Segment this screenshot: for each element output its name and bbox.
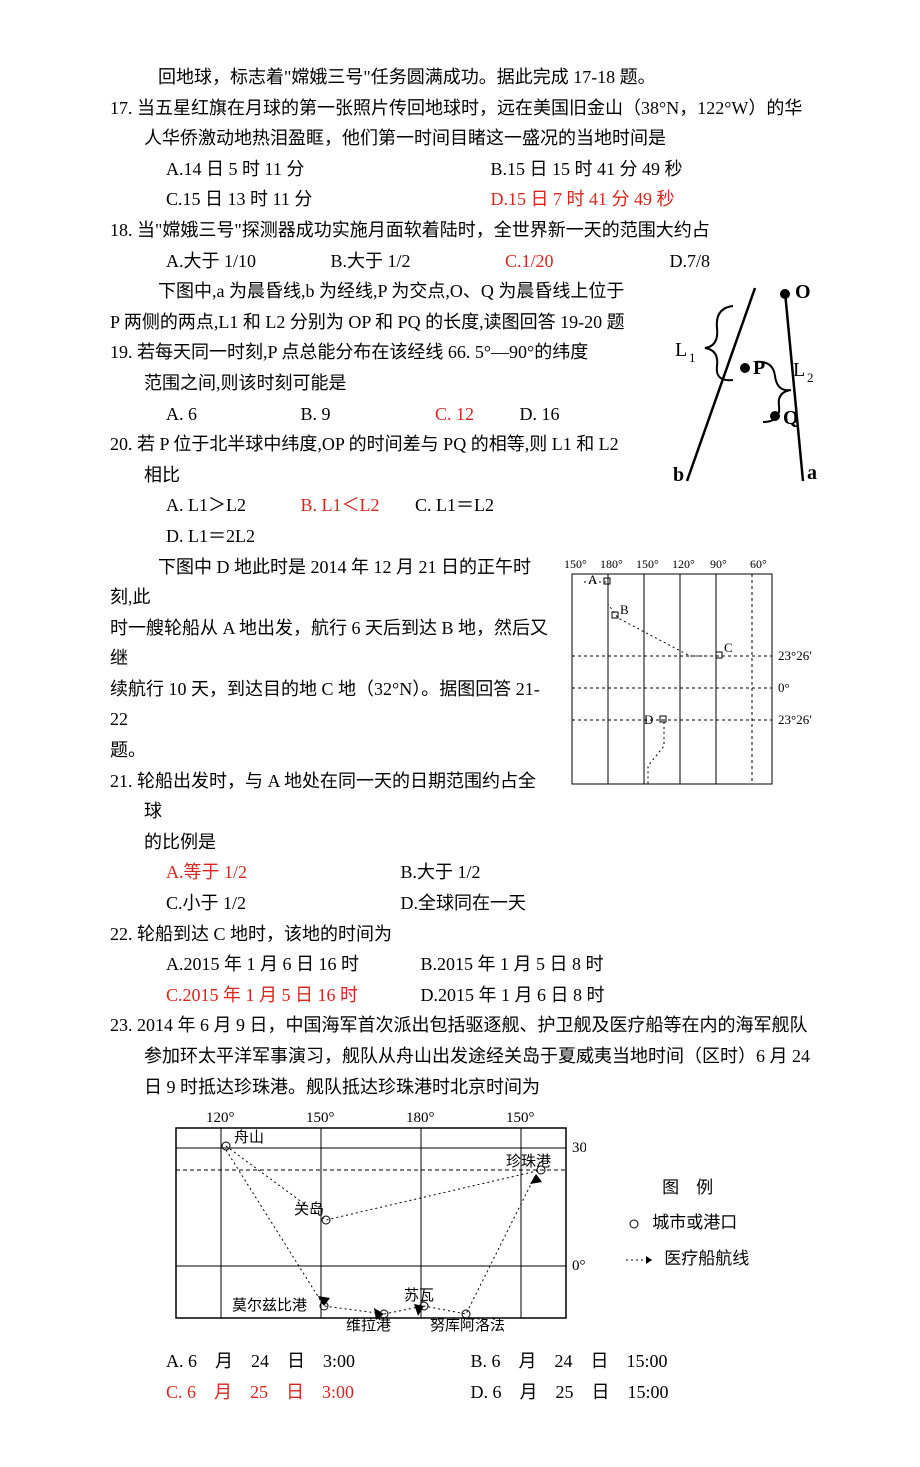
q20-opt-b: B. L1＜L2 bbox=[301, 490, 411, 521]
svg-text:150°: 150° bbox=[506, 1110, 535, 1126]
q18-opt-c: C.1/20 bbox=[505, 246, 665, 277]
q22-opt-d: D.2015 年 1 月 6 日 8 时 bbox=[421, 980, 605, 1011]
q22-opt-b: B.2015 年 1 月 5 日 8 时 bbox=[421, 949, 604, 980]
svg-text:Q: Q bbox=[783, 407, 799, 429]
q17: 17. 当五星红旗在月球的第一张照片传回地球时，远在美国旧金山（38°N，122… bbox=[110, 93, 820, 215]
q19-opt-a: A. 6 bbox=[166, 399, 296, 430]
svg-text:1: 1 bbox=[689, 350, 696, 365]
q17-stem-2: 人华侨激动地热泪盈眶，他们第一时间目睹这一盛况的当地时间是 bbox=[110, 123, 820, 154]
svg-text:90°: 90° bbox=[710, 557, 727, 571]
svg-text:60°: 60° bbox=[750, 557, 767, 571]
q22-stem: 22. 轮船到达 C 地时，该地的时间为 bbox=[110, 919, 820, 950]
q22-opt-a: A.2015 年 1 月 6 日 16 时 bbox=[166, 949, 416, 980]
svg-text:a: a bbox=[807, 462, 817, 484]
q19-opt-c: C. 12 bbox=[435, 399, 515, 430]
svg-text:150°: 150° bbox=[636, 557, 659, 571]
svg-text:珍珠港: 珍珠港 bbox=[506, 1153, 551, 1170]
svg-text:150°: 150° bbox=[564, 557, 587, 571]
q23: 23. 2014 年 6 月 9 日，中国海军首次派出包括驱逐舰、护卫舰及医疗船… bbox=[110, 1010, 820, 1102]
q22: 22. 轮船到达 C 地时，该地的时间为 A.2015 年 1 月 6 日 16… bbox=[110, 919, 820, 1011]
q17-stem-1: 17. 当五星红旗在月球的第一张照片传回地球时，远在美国旧金山（38°N，122… bbox=[110, 93, 820, 124]
q18-opt-a: A.大于 1/10 bbox=[166, 246, 326, 277]
q23-opts-row-2: C. 6 月 25 日 3:00 D. 6 月 25 日 15:00 bbox=[110, 1377, 820, 1408]
svg-text:维拉港: 维拉港 bbox=[346, 1317, 391, 1334]
q23-opts-row-1: A. 6 月 24 日 3:00 B. 6 月 24 日 15:00 bbox=[110, 1346, 820, 1377]
figure-legend: 图 例 城市或港口 医疗船航线 bbox=[626, 1170, 749, 1277]
q19-opt-b: B. 9 bbox=[301, 399, 431, 430]
svg-text:23°26′: 23°26′ bbox=[778, 712, 812, 727]
svg-text:舟山: 舟山 bbox=[234, 1129, 264, 1146]
q21-stem-2: 的比例是 bbox=[110, 827, 820, 858]
q18-opt-d: D.7/8 bbox=[670, 246, 711, 277]
passage-17-18: 回地球，标志着"嫦娥三号"任务圆满成功。据此完成 17-18 题。 bbox=[110, 62, 820, 93]
svg-text:A: A bbox=[588, 572, 598, 587]
legend-item-port: 城市或港口 bbox=[626, 1205, 749, 1241]
q21-opt-b: B.大于 1/2 bbox=[401, 857, 481, 888]
legend-item-route: 医疗船航线 bbox=[626, 1241, 749, 1277]
q20-opt-c: C. L1＝L2 bbox=[415, 490, 555, 521]
q23-stem-1: 23. 2014 年 6 月 9 日，中国海军首次派出包括驱逐舰、护卫舰及医疗船… bbox=[110, 1010, 820, 1041]
q18-stem: 18. 当"嫦娥三号"探测器成功实施月面软着陆时，全世界新一天的范围大约占 bbox=[110, 215, 820, 246]
legend-title: 图 例 bbox=[626, 1170, 749, 1206]
svg-text:180°: 180° bbox=[406, 1110, 435, 1126]
svg-text:努库阿洛法: 努库阿洛法 bbox=[430, 1317, 505, 1334]
exam-page: 回地球，标志着"嫦娥三号"任务圆满成功。据此完成 17-18 题。 17. 当五… bbox=[0, 0, 920, 1467]
q21-opt-a: A.等于 1/2 bbox=[166, 857, 396, 888]
q21-opt-c: C.小于 1/2 bbox=[166, 888, 396, 919]
svg-text:P: P bbox=[753, 357, 765, 379]
q23-stem-3: 日 9 时抵达珍珠港。舰队抵达珍珠港时北京时间为 bbox=[110, 1072, 820, 1103]
svg-text:0°: 0° bbox=[572, 1258, 586, 1274]
q19-opt-d: D. 16 bbox=[520, 399, 560, 430]
q23-opt-c: C. 6 月 25 日 3:00 bbox=[166, 1377, 466, 1408]
q21-opt-d: D.全球同在一天 bbox=[401, 888, 527, 919]
q23-stem-2: 参加环太平洋军事演习，舰队从舟山出发途经关岛于夏威夷当地时间（区时）6 月 24 bbox=[110, 1041, 820, 1072]
svg-text:O: O bbox=[795, 281, 811, 303]
q22-opt-c: C.2015 年 1 月 5 日 16 时 bbox=[166, 980, 416, 1011]
figure-ship-grid: 150° 180° 150° 120° 90° 60° 23°26′ 0° 23°26… bbox=[560, 556, 820, 796]
svg-text:180°: 180° bbox=[600, 557, 623, 571]
q23-opt-a: A. 6 月 24 日 3:00 bbox=[166, 1346, 466, 1377]
svg-text:L: L bbox=[675, 339, 687, 361]
svg-text:C: C bbox=[724, 640, 733, 655]
q23-opt-b: B. 6 月 24 日 15:00 bbox=[471, 1346, 668, 1377]
q17-opt-c: C.15 日 13 时 11 分 bbox=[166, 184, 486, 215]
svg-text:B: B bbox=[620, 602, 629, 617]
svg-text:2: 2 bbox=[807, 370, 814, 385]
q18-opt-b: B.大于 1/2 bbox=[331, 246, 501, 277]
svg-text:30°: 30° bbox=[572, 1140, 586, 1156]
figure-navy-route: 120° 150° 180° 150° 30° 0° 舟山 珍珠港 关岛 莫尔兹… bbox=[146, 1108, 820, 1338]
svg-text:23°26′: 23°26′ bbox=[778, 648, 812, 663]
svg-text:120°: 120° bbox=[206, 1110, 235, 1126]
svg-text:L: L bbox=[793, 359, 805, 381]
svg-text:0°: 0° bbox=[778, 680, 790, 695]
q17-opt-b: B.15 日 15 时 41 分 49 秒 bbox=[491, 154, 683, 185]
q23-opt-d: D. 6 月 25 日 15:00 bbox=[471, 1377, 669, 1408]
svg-text:b: b bbox=[673, 464, 684, 486]
q17-opt-d: D.15 日 7 时 41 分 49 秒 bbox=[491, 184, 675, 215]
figure-terminator-line: O P Q b a L1 L2 bbox=[645, 276, 820, 491]
q17-opt-a: A.14 日 5 时 11 分 bbox=[166, 154, 486, 185]
q18: 18. 当"嫦娥三号"探测器成功实施月面软着陆时，全世界新一天的范围大约占 A.… bbox=[110, 215, 820, 276]
q20-opt-a: A. L1＞L2 bbox=[166, 490, 296, 521]
q20-opt-d: D. L1＝2L2 bbox=[166, 521, 255, 552]
svg-text:150°: 150° bbox=[306, 1110, 335, 1126]
svg-text:120°: 120° bbox=[672, 557, 695, 571]
svg-text:莫尔兹比港: 莫尔兹比港 bbox=[232, 1297, 307, 1314]
svg-text:D: D bbox=[644, 712, 653, 727]
